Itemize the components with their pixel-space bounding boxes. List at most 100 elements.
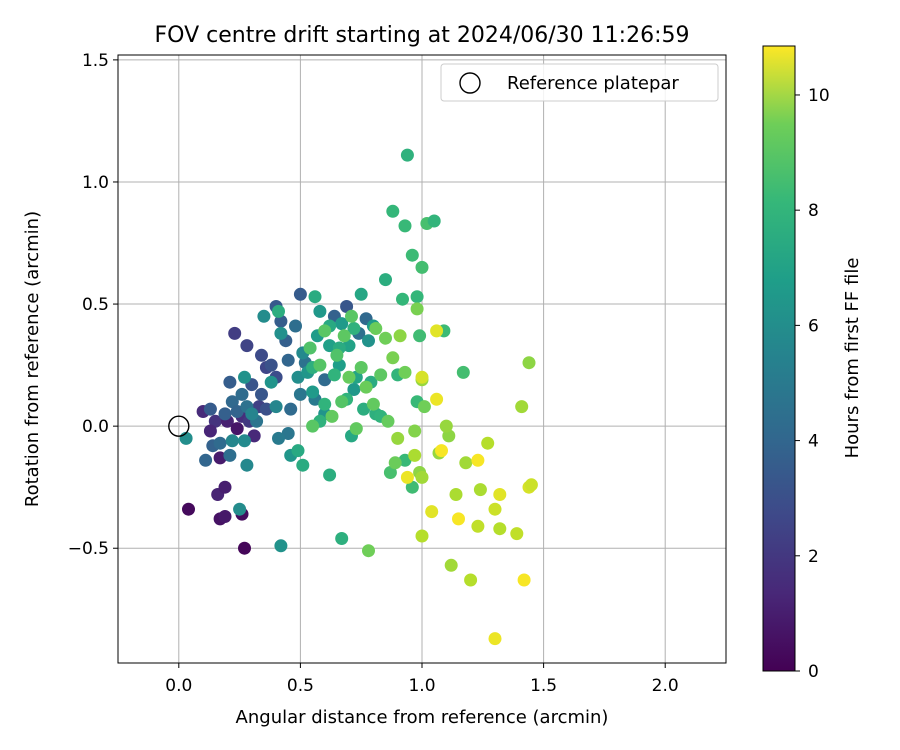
colorbar-gradient xyxy=(763,46,795,671)
data-point xyxy=(223,375,237,389)
data-point xyxy=(393,329,407,343)
reference-marker xyxy=(168,415,190,437)
data-point xyxy=(362,544,375,558)
colorbar-tick-label: 0 xyxy=(808,662,819,682)
data-point xyxy=(473,483,487,497)
data-point xyxy=(240,339,254,353)
x-tick-label: 2.0 xyxy=(652,676,679,696)
data-point xyxy=(398,453,412,467)
data-point xyxy=(323,468,337,482)
data-point xyxy=(203,424,217,438)
data-point xyxy=(396,292,409,306)
data-point xyxy=(430,324,444,338)
colorbar-tick-label: 10 xyxy=(808,86,830,106)
data-point xyxy=(398,365,412,379)
y-tick-label: 0.5 xyxy=(82,295,109,315)
data-point xyxy=(357,402,371,416)
y-tick-label: 1.5 xyxy=(82,51,109,71)
data-point xyxy=(293,287,307,301)
data-point xyxy=(332,358,346,372)
data-point xyxy=(493,522,507,536)
data-point xyxy=(247,429,261,443)
data-point xyxy=(225,434,239,448)
data-point xyxy=(318,397,332,411)
data-point xyxy=(327,368,341,382)
data-point xyxy=(408,424,422,438)
data-point xyxy=(517,573,531,587)
data-point xyxy=(272,304,285,318)
data-point xyxy=(233,502,247,516)
data-point xyxy=(342,370,356,384)
data-point xyxy=(213,451,227,465)
colorbar-tick-label: 8 xyxy=(808,201,819,221)
data-point xyxy=(293,387,307,401)
data-point xyxy=(213,436,227,450)
data-point xyxy=(347,383,361,396)
data-point xyxy=(255,348,268,362)
y-axis-ticks: −0.5 0.0 0.5 1.0 1.5 xyxy=(68,51,118,559)
data-point xyxy=(442,429,456,443)
data-point xyxy=(335,395,349,409)
data-point xyxy=(444,558,458,572)
data-point xyxy=(379,273,392,287)
data-point xyxy=(218,407,232,421)
y-tick-label: 0.0 xyxy=(82,417,109,437)
y-tick-label: −0.5 xyxy=(68,539,109,559)
data-point xyxy=(359,380,373,394)
data-point xyxy=(235,387,249,401)
data-point xyxy=(381,414,395,428)
colorbar-tick-label: 2 xyxy=(808,547,819,567)
data-point xyxy=(274,326,288,340)
data-point xyxy=(386,204,400,218)
data-point xyxy=(318,373,332,387)
data-point xyxy=(481,436,495,450)
legend-label: Reference platepar xyxy=(507,73,679,94)
data-point xyxy=(410,302,424,316)
data-point xyxy=(425,505,439,519)
data-point xyxy=(374,368,388,382)
x-tick-label: 0.5 xyxy=(287,676,314,696)
data-point xyxy=(255,387,268,401)
data-point xyxy=(308,290,322,304)
data-point xyxy=(303,341,317,355)
data-point xyxy=(313,358,327,372)
data-point xyxy=(284,402,298,416)
data-point xyxy=(398,219,412,233)
data-point xyxy=(366,397,380,411)
colorbar-frame xyxy=(762,45,796,672)
data-point xyxy=(524,478,538,492)
data-point xyxy=(223,448,237,462)
data-point xyxy=(488,632,502,646)
data-point xyxy=(274,539,288,553)
data-point xyxy=(400,470,414,484)
data-point xyxy=(408,448,422,462)
data-point xyxy=(330,348,344,362)
data-point xyxy=(430,392,444,406)
data-point xyxy=(218,510,232,523)
data-point xyxy=(493,488,507,501)
data-point xyxy=(379,331,392,345)
data-point xyxy=(274,314,288,328)
data-point xyxy=(230,405,244,418)
data-point xyxy=(203,402,217,416)
data-point xyxy=(456,365,470,379)
data-point xyxy=(257,309,271,323)
data-point xyxy=(240,458,254,472)
data-point xyxy=(264,375,278,389)
data-point xyxy=(218,480,232,494)
data-point xyxy=(323,339,337,353)
colorbar-ticks: 0 2 4 6 8 10 xyxy=(795,86,830,682)
data-point xyxy=(415,470,429,484)
legend-marker-icon xyxy=(459,72,481,94)
data-point xyxy=(306,419,320,433)
data-point xyxy=(522,356,536,370)
x-tick-label: 0.0 xyxy=(165,676,192,696)
data-point xyxy=(182,502,195,516)
data-point xyxy=(383,466,397,479)
data-point xyxy=(464,573,478,587)
data-point xyxy=(452,512,465,526)
data-point xyxy=(325,409,339,423)
data-point xyxy=(281,353,295,367)
data-point xyxy=(405,248,419,262)
data-point xyxy=(417,400,431,414)
